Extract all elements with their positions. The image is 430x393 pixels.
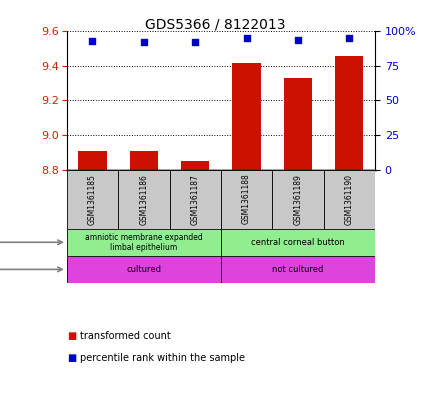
Text: central corneal button: central corneal button	[250, 238, 344, 247]
Text: GDS5366 / 8122013: GDS5366 / 8122013	[145, 18, 285, 32]
Text: ■: ■	[67, 353, 76, 363]
Text: percentile rank within the sample: percentile rank within the sample	[80, 353, 244, 363]
Point	[191, 39, 198, 46]
Bar	[67, 169, 118, 229]
Text: not cultured: not cultured	[272, 265, 323, 274]
Text: GSM1361189: GSM1361189	[293, 174, 302, 224]
Text: GSM1361186: GSM1361186	[139, 174, 148, 224]
Text: GSM1361187: GSM1361187	[190, 174, 199, 224]
Text: cultured: cultured	[126, 265, 161, 274]
Bar	[220, 256, 374, 283]
Text: GSM1361188: GSM1361188	[242, 174, 251, 224]
Text: GSM1361190: GSM1361190	[344, 174, 353, 225]
Point	[89, 38, 96, 44]
Bar	[67, 256, 221, 283]
Bar	[181, 161, 209, 169]
Text: tissue: tissue	[0, 237, 62, 247]
Bar	[169, 169, 220, 229]
Bar	[232, 62, 260, 169]
Bar	[220, 169, 272, 229]
Text: ■: ■	[67, 331, 76, 341]
Point	[294, 37, 301, 43]
Bar	[118, 169, 169, 229]
Point	[140, 39, 147, 46]
Bar	[220, 229, 374, 256]
Text: transformed count: transformed count	[80, 331, 170, 341]
Bar	[335, 55, 362, 169]
Text: GSM1361185: GSM1361185	[88, 174, 97, 224]
Bar	[129, 151, 158, 169]
Point	[243, 35, 249, 42]
Bar	[67, 229, 221, 256]
Bar	[323, 169, 374, 229]
Bar	[272, 169, 323, 229]
Bar	[78, 151, 106, 169]
Point	[345, 35, 352, 42]
Text: growth protocol: growth protocol	[0, 264, 62, 274]
Text: amniotic membrane expanded
limbal epithelium: amniotic membrane expanded limbal epithe…	[85, 233, 202, 252]
Bar	[283, 78, 311, 169]
